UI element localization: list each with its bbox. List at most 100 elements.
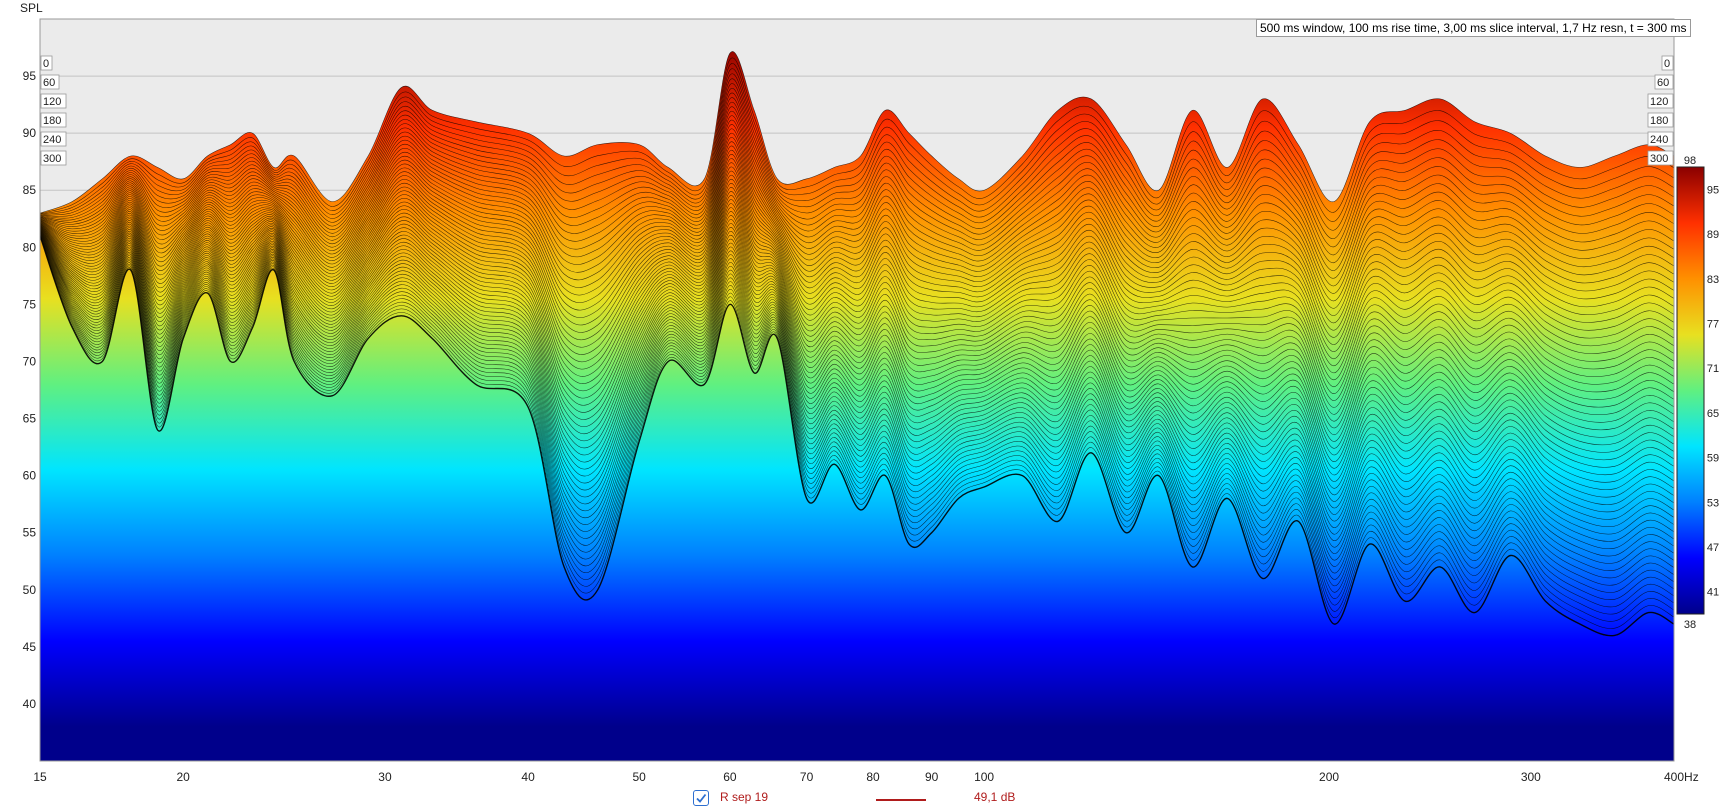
slice-line xyxy=(40,199,1674,449)
time-label-box xyxy=(40,74,60,90)
slice-line xyxy=(40,51,1674,214)
legend-series-swatch xyxy=(876,799,926,801)
slice-line xyxy=(40,175,1674,408)
y-tick-label: 85 xyxy=(23,183,37,197)
legend-series-value: 49,1 dB xyxy=(974,790,1016,804)
slice-line xyxy=(40,229,1674,502)
y-tick-label: 80 xyxy=(23,240,37,254)
x-tick-label: 400Hz xyxy=(1664,770,1699,784)
slice-line xyxy=(40,115,1674,309)
color-scale-label: 47 xyxy=(1707,542,1719,554)
x-tick-label: 300 xyxy=(1521,770,1541,784)
slice-line xyxy=(40,219,1674,482)
color-scale-label: 38 xyxy=(1684,619,1696,631)
color-scale-labels: 98 95 89 83 77 71 65 59 53 47 41 38 xyxy=(1684,155,1719,631)
front-slice-line xyxy=(40,235,1674,637)
slice-line xyxy=(40,158,1674,381)
x-tick-label: 40 xyxy=(521,770,535,784)
slice-line xyxy=(40,230,1674,522)
y-tick-label: 95 xyxy=(23,69,37,83)
y-tick-label: 55 xyxy=(23,526,37,540)
x-tick-label: 15 xyxy=(33,770,47,784)
checkmark-icon xyxy=(696,793,707,803)
slice-line xyxy=(40,234,1674,615)
time-axis-left: 0 60 120 180 240 300 xyxy=(40,55,67,166)
slice-line xyxy=(40,119,1674,316)
x-tick-label: 80 xyxy=(866,770,880,784)
slice-line xyxy=(40,235,1674,622)
color-scale-label: 41 xyxy=(1707,587,1719,599)
time-axis-label: 300 xyxy=(1650,153,1668,165)
y-tick-label: 45 xyxy=(23,640,37,654)
series-visibility-checkbox[interactable] xyxy=(693,790,709,806)
time-label-box xyxy=(1654,74,1674,90)
slice-line xyxy=(40,137,1674,345)
x-tick-label: 30 xyxy=(378,770,392,784)
x-tick-label: 100 xyxy=(974,770,994,784)
slice-line xyxy=(40,63,1674,222)
slice-line xyxy=(40,128,1674,331)
analysis-info-box: 500 ms window, 100 ms rise time, 3,00 ms… xyxy=(1256,19,1691,37)
plot-border xyxy=(39,18,1675,762)
slice-line xyxy=(40,232,1674,579)
color-scale-label: 83 xyxy=(1707,274,1719,286)
time-label-box xyxy=(1661,55,1674,71)
slice-line xyxy=(40,145,1674,360)
slice-line xyxy=(40,230,1674,528)
legend-series-name[interactable]: R sep 19 xyxy=(720,790,769,804)
slice-line xyxy=(40,207,1674,462)
slice-line xyxy=(40,92,1674,271)
slice-line xyxy=(40,187,1674,429)
time-axis-label: 180 xyxy=(43,115,61,127)
slice-line xyxy=(40,141,1674,352)
time-label-box xyxy=(40,131,67,147)
y-tick-label: 60 xyxy=(23,469,37,483)
slice-line xyxy=(40,171,1674,401)
time-axis-label: 240 xyxy=(1650,134,1668,146)
color-scale-label: 53 xyxy=(1707,497,1719,509)
slice-line xyxy=(40,154,1674,374)
time-label-box xyxy=(40,150,67,166)
slice-line xyxy=(40,88,1674,263)
y-tick-label: 40 xyxy=(23,697,37,711)
legend: R sep 19 49,1 dB xyxy=(690,788,1050,808)
slice-line xyxy=(40,230,1674,535)
slice-line xyxy=(40,124,1674,324)
x-tick-label: 50 xyxy=(632,770,646,784)
slice-line xyxy=(40,132,1674,338)
slice-line xyxy=(40,150,1674,367)
color-scale-label: 59 xyxy=(1707,453,1719,465)
waterfall-surface xyxy=(40,51,1674,761)
slice-line xyxy=(40,231,1674,542)
slice-line xyxy=(40,57,1674,214)
color-scale-bar xyxy=(1676,166,1705,615)
slice-line xyxy=(40,97,1674,279)
x-tick-label: 60 xyxy=(723,770,737,784)
color-scale-label: 71 xyxy=(1707,363,1719,375)
time-axis-label: 300 xyxy=(43,153,61,165)
color-scale-label: 65 xyxy=(1707,408,1719,420)
x-tick-label: 90 xyxy=(925,770,939,784)
slice-line xyxy=(40,211,1674,469)
time-axis-label: 0 xyxy=(1664,58,1670,70)
slice-line xyxy=(40,73,1674,239)
slice-line xyxy=(40,203,1674,456)
slice-line xyxy=(40,231,1674,557)
slice-line xyxy=(40,229,1674,509)
slice-line xyxy=(40,234,1674,608)
slice-line xyxy=(40,215,1674,476)
slice-line xyxy=(40,183,1674,422)
slice-line xyxy=(40,229,1674,515)
color-scale-label: 95 xyxy=(1707,184,1719,196)
y-axis-label: SPL xyxy=(20,1,43,15)
time-label-box xyxy=(1647,131,1674,147)
slice-line xyxy=(40,195,1674,442)
slice-line xyxy=(40,231,1674,549)
time-axis-label: 60 xyxy=(1657,77,1669,89)
time-axis-label: 120 xyxy=(1650,96,1668,108)
time-label-box xyxy=(40,93,67,109)
y-axis: 40 45 50 55 60 65 70 75 80 85 90 95 xyxy=(23,69,37,711)
slice-line xyxy=(40,179,1674,415)
time-axis-right: 0 60 120 180 240 300 xyxy=(1647,55,1674,166)
